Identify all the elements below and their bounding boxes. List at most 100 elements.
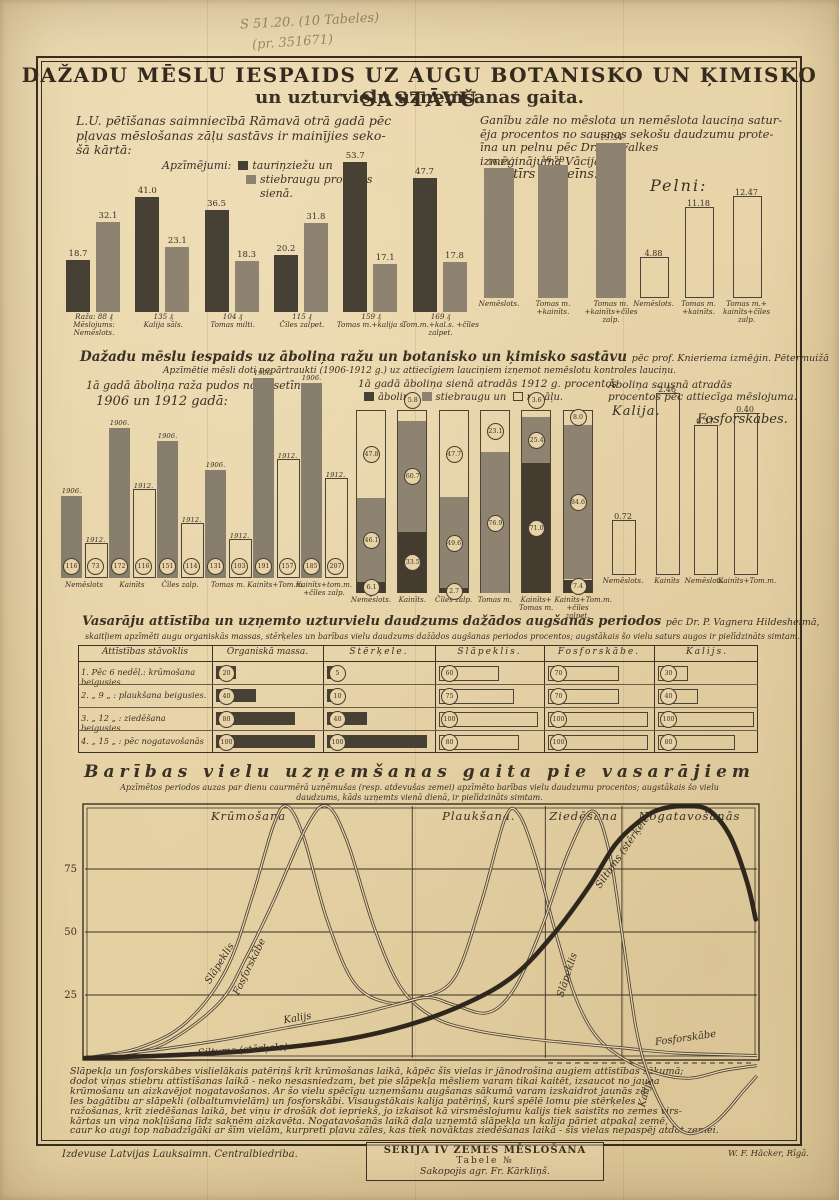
- siena-category-line: Kainīts+Tom.m.: [554, 595, 612, 604]
- bar-category-line: 104 ₰: [222, 312, 243, 321]
- siena-circle-value: 7.4: [569, 578, 587, 595]
- pelni-bar: [685, 207, 714, 298]
- raza-circle-value: 116: [135, 558, 152, 575]
- section3-title-text: Vasarāju attīstība un uzņemto uzturvielu…: [82, 614, 662, 629]
- abolina-raza-title2: 1906 un 1912 gadā:: [96, 394, 228, 409]
- kalija-chart: 0.72 Nemēslots. 2.46 Kainīts: [603, 385, 690, 595]
- table-bar: [439, 712, 538, 727]
- table-row-label: 4. „ 15 „ : pēc nogatavošanās: [81, 736, 204, 746]
- pelni-category: Tomas m. +kainīts.: [669, 300, 728, 316]
- pelni-category-line: Nemēslots.: [633, 299, 674, 308]
- legend-swatch-gray-icon: [246, 175, 256, 184]
- table-bar: [216, 712, 295, 725]
- kalija-value: 0.72: [614, 512, 632, 521]
- table-bar: [548, 712, 648, 727]
- bar-category-line: 159 ₰: [361, 312, 381, 321]
- table-column-divider: [544, 645, 545, 753]
- bar-stiebraugu: [373, 264, 398, 312]
- legend-swatch-abolina-icon: [364, 392, 374, 401]
- siena-legend-3: nezāļu.: [526, 392, 564, 403]
- raza-circle-value: 131: [207, 558, 224, 575]
- section2-title: Dažadu mēslu iespaids uz āboliņa ražu un…: [80, 349, 829, 365]
- raza-year-label: 1912.: [277, 452, 298, 460]
- kalija-bar: [612, 520, 636, 575]
- proteins-category-line: +kainīts+čīles zalp.: [584, 307, 638, 324]
- raza-category-line: Čīles zalp.: [161, 580, 199, 589]
- raza-bar-1912.: [325, 478, 348, 578]
- section1-left-intro-line: pļavas mēslošanas zāļu sastāvs ir mainīj…: [76, 127, 386, 143]
- table-column-divider: [654, 645, 655, 753]
- raza-year-label: 1906.: [205, 461, 226, 469]
- bar-category-line: 115 ₰: [292, 312, 312, 321]
- bar-category-line: Kalija sāls.: [143, 320, 183, 329]
- siena-category-line: +čīles zalpet.: [565, 602, 590, 620]
- siena-category-line: Kainīts+: [520, 595, 552, 604]
- section1-right-intro-line: izmēģinājuma Vācijā.: [480, 153, 605, 168]
- siena-legend-1: āboliņa: [378, 392, 416, 403]
- table-row-label: 2. „ 9 „ : plaukšana beigusies.: [81, 690, 207, 700]
- table-circle-value: 10: [329, 688, 346, 705]
- section3-title: Vasarāju attīstība un uzņemto uzturvielu…: [82, 614, 820, 629]
- section1-left-intro-line: L.U. pētīšanas saimniecībā Rāmavā otrā g…: [76, 113, 392, 128]
- bar-taurinziezu: [135, 197, 160, 312]
- table-header-cell: Kalijs.: [685, 647, 729, 657]
- proteins-category-line: Nemēslots.: [478, 299, 520, 308]
- bar-category: 169 ₰ Tom.m.+kal.s. +čīles zalpet.: [402, 313, 480, 337]
- table-circle-value: 80: [441, 734, 458, 751]
- section3-title-suffix: pēc Dr. P. Vagnera Hildesheimā,: [665, 617, 820, 628]
- paper-crease: [415, 0, 416, 1200]
- pelni-category-line: +kainīts.: [682, 307, 715, 316]
- legend-row-1: Apzīmējumi: tauriņziežu un: [162, 159, 372, 173]
- raza-year-label: 1912.: [85, 536, 106, 544]
- section1-right-intro-line: ēja procentos no sausnas sekošu daudzumu…: [480, 126, 774, 141]
- section4-subtitle-line: Apzīmētos periodos auzas par dienu caurm…: [120, 783, 719, 792]
- table-circle-value: 100: [218, 734, 235, 751]
- proteins-bar: [538, 165, 568, 298]
- footer-series-line1: SERIJA IV ZEMES MĒSLOŠANA: [383, 1145, 587, 1156]
- table-circle-value: 30: [660, 665, 677, 682]
- raza-bar-1906.: [61, 496, 82, 578]
- table-circle-value: 80: [660, 734, 677, 751]
- raza-year-label: 1912.: [229, 532, 250, 540]
- table-circle-value: 100: [550, 734, 567, 751]
- raza-category-line: Nemēslots: [64, 580, 103, 589]
- footer-printer: W. F. Häcker, Rīgā.: [728, 1149, 809, 1159]
- section1-right-intro: Ganību zāle no mēslota un nemēslota lauc…: [480, 113, 782, 168]
- table-circle-value: 100: [660, 711, 677, 728]
- bar-stiebraugu: [442, 262, 467, 312]
- siena-circle-value: 47.8: [363, 446, 380, 463]
- table-bar: [439, 735, 519, 750]
- sausna-title-line: procentos pēc attiecīga mēslojuma.: [608, 391, 797, 403]
- bar-value: 20.2: [276, 244, 296, 255]
- pelni-chart: 4.88 Nemēslots. 11.18 Tomas m. +kainīts. 12.4…: [633, 188, 788, 323]
- raza-year-label: 1912.: [133, 482, 154, 490]
- raza-bar-1912.: [133, 489, 156, 578]
- siena-category-line: Nemēslots.: [350, 595, 392, 604]
- proteins-category-line: Tomas m.: [535, 299, 571, 308]
- table-bar: [548, 689, 619, 704]
- bar-stiebraugu: [303, 223, 328, 312]
- siena-circle-value: 6.1: [363, 579, 380, 596]
- bar-value: 23.1: [167, 236, 187, 247]
- table-bar: [439, 666, 499, 681]
- siena-circle-value: 71.0: [528, 520, 546, 537]
- section2-subtitle: Apzīmētie mēsli doti nepārtraukti (1906-…: [163, 366, 676, 376]
- raza-bar-1912.: [229, 539, 252, 578]
- raza-category: Kainīts: [102, 581, 162, 589]
- footer-series-box: SERIJA IV ZEMES MĒSLOŠANA Tabele № Sakop…: [366, 1142, 604, 1181]
- proteins-category: Tomas m. +kainīts+čīles zalp.: [580, 300, 642, 324]
- sausna-title-line: Āboliņa sausnā atradās: [608, 379, 732, 391]
- raza-bar-1906.: [109, 428, 130, 578]
- pelni-bar: [733, 196, 762, 298]
- pelni-value: 4.88: [644, 248, 663, 258]
- siena-circle-value: 25.4: [528, 432, 546, 449]
- table-row-divider: [78, 684, 758, 685]
- raza-year-label: 1906.: [157, 432, 178, 440]
- siena-circle-value: 8.0: [569, 409, 587, 426]
- pelni-value: 11.18: [687, 198, 710, 208]
- bar-taurinziezu: [66, 260, 90, 312]
- section1-right-intro-line: īna un pelnu pēc Dr. Fr. Falkes: [480, 140, 659, 154]
- siena-category: Kainīts+ Tomas m.: [513, 596, 559, 612]
- fosf-category: Nemēslots.: [678, 577, 732, 585]
